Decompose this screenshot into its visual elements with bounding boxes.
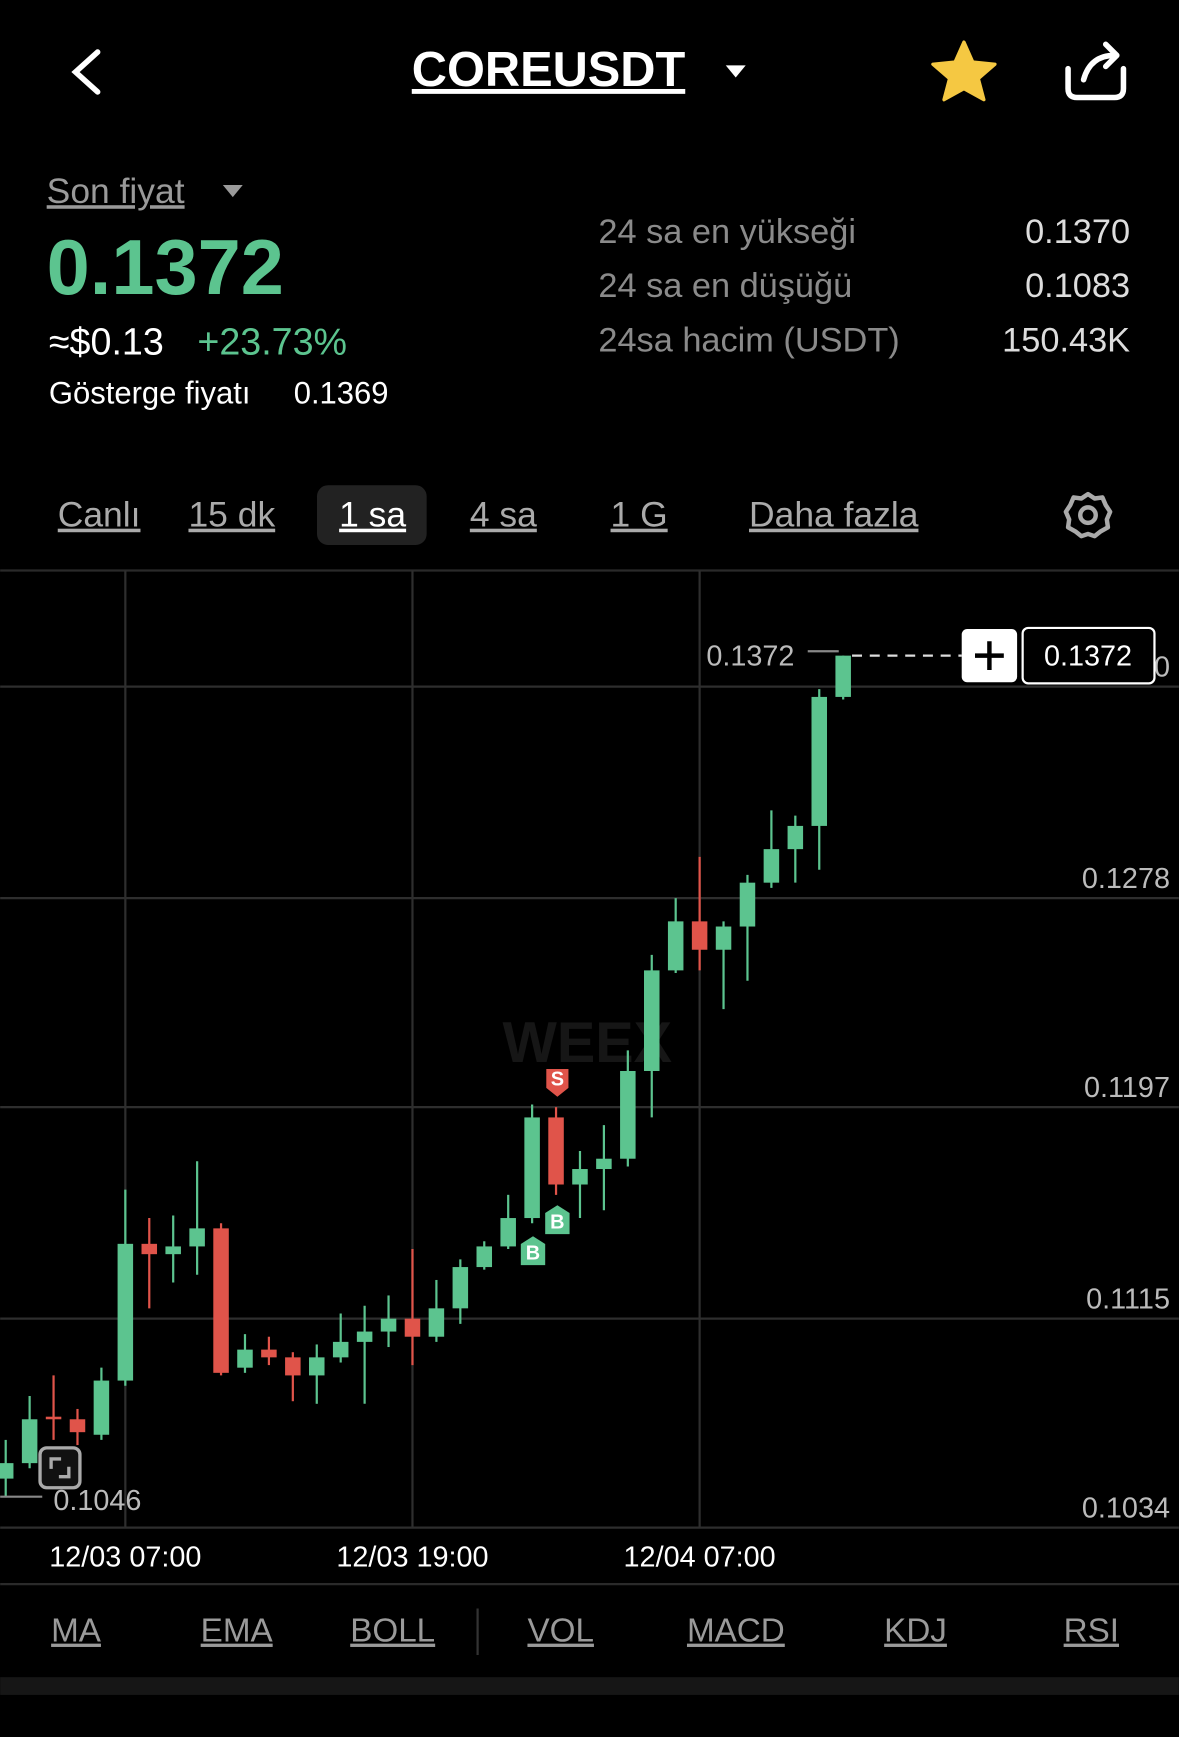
- watermark: WEEX: [502, 1011, 672, 1075]
- symbol-dropdown[interactable]: [725, 65, 746, 78]
- stat-label: 24 sa en düşüğü: [598, 267, 852, 305]
- interval-tab[interactable]: 15 dk: [188, 495, 275, 535]
- stat-label: 24sa hacim (USDT): [598, 321, 899, 359]
- indicator-tab[interactable]: RSI: [1064, 1613, 1119, 1650]
- indicator-tab[interactable]: MACD: [687, 1613, 785, 1650]
- y-tick-label: 0.1197: [1084, 1072, 1170, 1104]
- x-tick-label: 12/03 19:00: [336, 1541, 488, 1573]
- price-change: +23.73%: [197, 320, 347, 362]
- back-button[interactable]: [71, 49, 101, 95]
- candle-body: [356, 1331, 373, 1342]
- candle-body: [45, 1416, 62, 1420]
- symbol-title[interactable]: COREUSDT: [412, 43, 686, 97]
- candle-body: [691, 921, 708, 950]
- stat-label: 24 sa en yükseği: [598, 213, 856, 251]
- usd-price: ≈$0.13: [49, 320, 164, 362]
- candle-body: [596, 1158, 612, 1170]
- candle-body: [165, 1246, 181, 1255]
- indicator-tab[interactable]: MA: [51, 1613, 102, 1650]
- interval-tab[interactable]: 1 sa: [339, 495, 406, 535]
- indicator-tab[interactable]: KDJ: [884, 1613, 947, 1650]
- y-tick-label: 0.1034: [1082, 1493, 1170, 1525]
- last-price-tag-label: 0.1372: [1044, 640, 1132, 672]
- bottom-strip: [0, 1677, 1179, 1695]
- candle-body: [237, 1349, 253, 1368]
- candle-body: [261, 1349, 277, 1358]
- candle-body: [69, 1419, 86, 1433]
- y-tick-label: 0.1278: [1082, 863, 1170, 895]
- max-label: 0.1372: [706, 640, 794, 672]
- interval-tab[interactable]: Daha fazla: [749, 495, 919, 535]
- candle-body: [500, 1218, 516, 1247]
- last-price: 0.1372: [47, 225, 284, 311]
- candle-body: [452, 1267, 469, 1309]
- index-label: Gösterge fiyatı: [49, 376, 251, 411]
- candle-body: [715, 926, 732, 950]
- price-type-dropdown[interactable]: [222, 184, 243, 198]
- favorite-star[interactable]: [931, 40, 997, 102]
- price-type[interactable]: Son fiyat: [47, 171, 185, 211]
- buy-marker: [545, 1205, 570, 1235]
- candle-body: [428, 1308, 445, 1337]
- interval-tab[interactable]: 4 sa: [470, 495, 537, 535]
- candle-body: [763, 849, 780, 883]
- candle-body: [835, 655, 851, 697]
- y-tick-label: 0.1115: [1086, 1284, 1170, 1316]
- candle-body: [739, 882, 756, 927]
- add-order-icon: [975, 641, 1004, 671]
- candle-body: [21, 1419, 38, 1464]
- candle-body: [285, 1357, 301, 1376]
- candle-body: [93, 1380, 110, 1435]
- fullscreen-button[interactable]: [38, 1446, 82, 1490]
- interval-tab[interactable]: Canlı: [58, 495, 141, 535]
- indicator-tab[interactable]: VOL: [527, 1613, 593, 1650]
- stat-value: 0.1083: [1025, 267, 1130, 305]
- candle-body: [309, 1357, 325, 1376]
- candle-body: [644, 970, 660, 1071]
- candle-body: [332, 1341, 349, 1358]
- stat-value: 150.43K: [1002, 321, 1130, 359]
- settings-button[interactable]: [1063, 491, 1113, 539]
- candle-body: [620, 1070, 636, 1159]
- candle-body: [524, 1117, 540, 1219]
- buy-marker-label: B: [526, 1242, 540, 1264]
- candle-body: [667, 921, 684, 971]
- candle-body: [380, 1318, 397, 1332]
- indicator-tab[interactable]: EMA: [201, 1613, 274, 1650]
- selected-tab-bg: [316, 485, 427, 546]
- sell-marker: [546, 1069, 569, 1097]
- candle-body: [572, 1169, 588, 1185]
- candle-body: [548, 1117, 564, 1185]
- interval-tab[interactable]: 1 G: [611, 495, 668, 535]
- candle-body: [404, 1318, 421, 1337]
- x-tick-label: 12/04 07:00: [624, 1541, 776, 1573]
- sell-marker-label: S: [551, 1068, 564, 1090]
- candle-body: [213, 1228, 229, 1373]
- candle-body: [0, 1463, 14, 1479]
- candle-body: [787, 825, 804, 850]
- x-tick-label: 12/03 07:00: [49, 1541, 201, 1573]
- stat-value: 0.1370: [1025, 213, 1130, 251]
- last-price-tag: [1021, 626, 1156, 685]
- index-price: 0.1369: [294, 376, 389, 411]
- buy-marker: [520, 1236, 546, 1266]
- candle-body: [117, 1243, 134, 1381]
- buy-marker-label: B: [550, 1211, 564, 1233]
- candle-body: [476, 1246, 493, 1268]
- min-label: 0.1046: [53, 1485, 141, 1517]
- share-button[interactable]: [1065, 41, 1127, 101]
- candle-body: [189, 1228, 205, 1247]
- candle-body: [141, 1243, 158, 1255]
- candle-body: [811, 696, 828, 826]
- indicator-tab[interactable]: BOLL: [350, 1613, 435, 1650]
